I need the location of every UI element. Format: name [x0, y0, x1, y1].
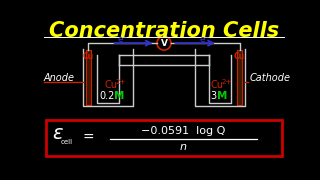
Text: ε: ε	[52, 124, 62, 143]
Text: e⁻: e⁻	[118, 35, 128, 44]
Text: n: n	[180, 142, 187, 152]
Text: 0.2: 0.2	[100, 91, 115, 101]
Text: −0.0591  log Q: −0.0591 log Q	[141, 127, 226, 136]
Text: M: M	[114, 91, 124, 101]
Text: Cu: Cu	[234, 52, 245, 61]
Text: V: V	[161, 39, 167, 48]
Text: e⁻: e⁻	[200, 35, 210, 44]
Text: 3: 3	[211, 91, 217, 101]
Text: Cathode: Cathode	[249, 73, 290, 83]
Text: Cu: Cu	[104, 80, 117, 90]
Text: cell: cell	[60, 139, 72, 145]
Bar	[46, 120, 282, 156]
Text: Concentration Cells: Concentration Cells	[49, 21, 279, 41]
Bar	[237, 50, 242, 105]
Text: Cu: Cu	[83, 52, 94, 61]
Text: M: M	[218, 91, 228, 101]
Bar	[86, 50, 91, 105]
Text: 2+: 2+	[115, 79, 125, 85]
Text: =: =	[82, 131, 94, 145]
Text: Cu: Cu	[211, 80, 223, 90]
Circle shape	[157, 36, 171, 50]
Text: Anode: Anode	[44, 73, 75, 83]
Text: 2+: 2+	[221, 79, 232, 85]
